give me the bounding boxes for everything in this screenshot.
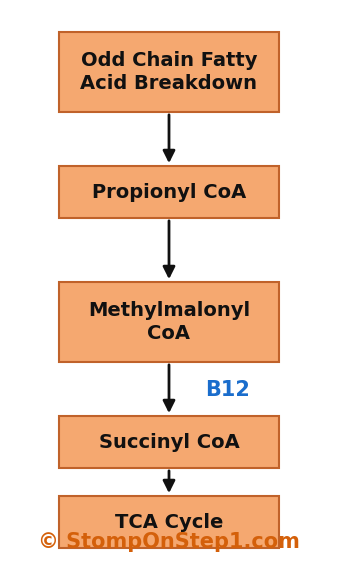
Text: B12: B12 xyxy=(205,380,250,400)
FancyBboxPatch shape xyxy=(59,32,279,112)
Text: Methylmalonyl
CoA: Methylmalonyl CoA xyxy=(88,301,250,343)
FancyBboxPatch shape xyxy=(59,166,279,218)
FancyBboxPatch shape xyxy=(59,282,279,362)
Text: Succinyl CoA: Succinyl CoA xyxy=(99,433,239,451)
Text: Propionyl CoA: Propionyl CoA xyxy=(92,183,246,202)
Text: TCA Cycle: TCA Cycle xyxy=(115,513,223,532)
FancyBboxPatch shape xyxy=(59,496,279,548)
Text: © StompOnStep1.com: © StompOnStep1.com xyxy=(38,532,300,552)
FancyBboxPatch shape xyxy=(59,416,279,468)
Text: Odd Chain Fatty
Acid Breakdown: Odd Chain Fatty Acid Breakdown xyxy=(80,51,258,93)
